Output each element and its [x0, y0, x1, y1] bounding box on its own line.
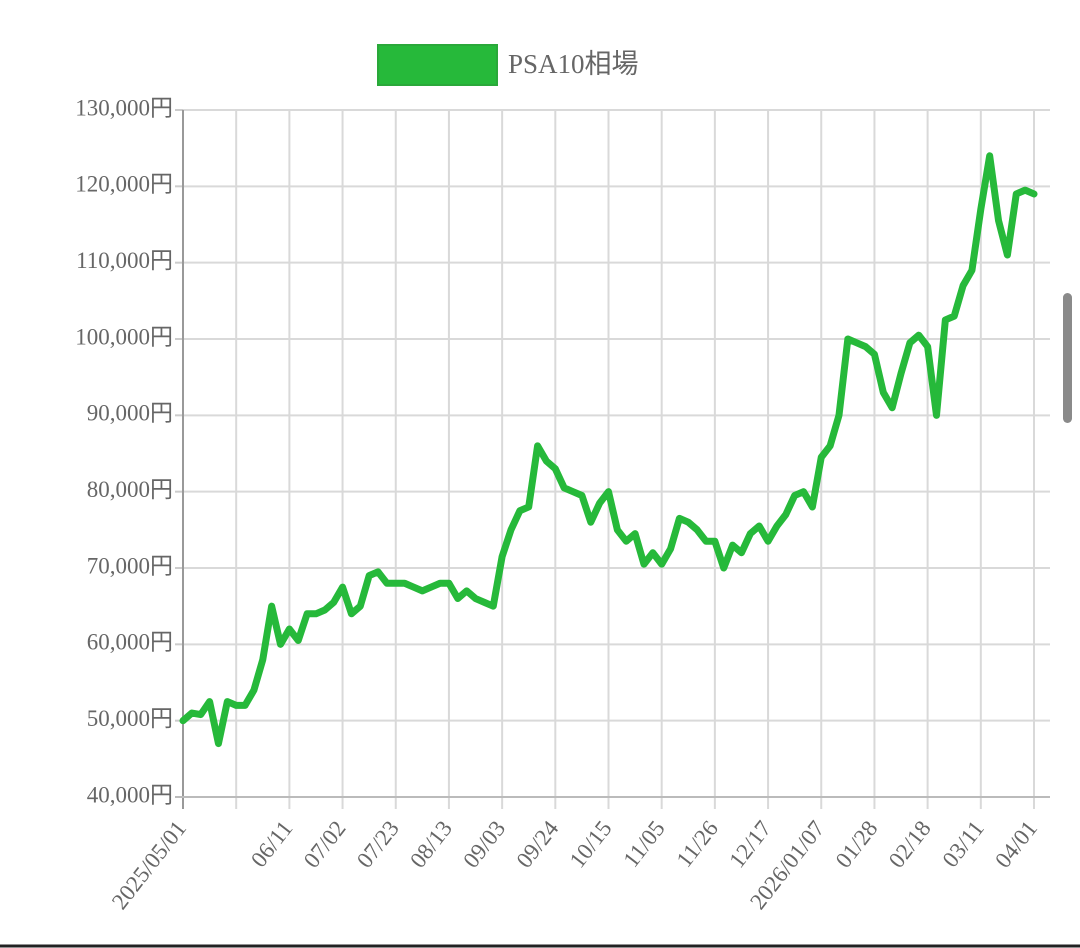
- y-tick-label: 90,000円: [87, 401, 173, 426]
- y-tick-label: 100,000円: [75, 324, 173, 349]
- x-tick-label: 02/18: [884, 816, 936, 873]
- x-tick-label: 07/23: [352, 816, 404, 873]
- x-tick-label: 11/26: [672, 816, 723, 872]
- x-tick-label: 10/15: [565, 816, 617, 873]
- legend-label: PSA10相場: [508, 49, 639, 79]
- y-tick-label: 70,000円: [87, 553, 173, 578]
- x-tick-label: 04/01: [990, 816, 1042, 873]
- x-tick-label: 06/11: [246, 816, 297, 872]
- y-tick-label: 40,000円: [87, 782, 173, 807]
- price-line: [179, 152, 1038, 748]
- y-tick-label: 130,000円: [75, 95, 173, 120]
- x-tick-label: 11/05: [618, 816, 669, 872]
- x-tick-label: 03/11: [937, 816, 988, 872]
- legend-swatch: [377, 44, 498, 86]
- x-tick-label: 08/13: [405, 816, 457, 873]
- y-tick-label: 110,000円: [76, 248, 173, 273]
- x-tick-label: 09/03: [458, 816, 510, 873]
- y-tick-label: 80,000円: [87, 477, 173, 502]
- x-tick-label: 12/17: [724, 816, 776, 873]
- x-tick-label: 2025/05/01: [107, 816, 191, 914]
- x-tick-label: 09/24: [511, 816, 563, 873]
- y-tick-label: 120,000円: [75, 172, 173, 197]
- y-tick-label: 60,000円: [87, 630, 173, 655]
- x-tick-label: 07/02: [299, 816, 351, 873]
- scrollbar[interactable]: [1063, 293, 1072, 423]
- y-tick-label: 50,000円: [87, 706, 173, 731]
- x-tick-label: 01/28: [831, 816, 883, 873]
